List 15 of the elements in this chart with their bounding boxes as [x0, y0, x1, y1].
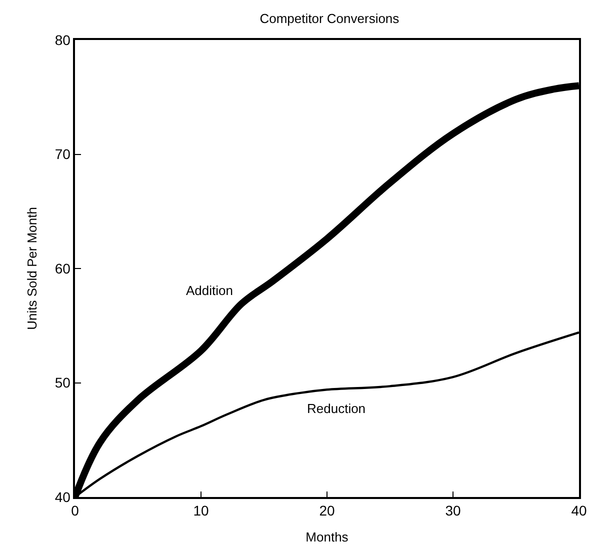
- y-tick-label: 40: [54, 488, 71, 505]
- series-label: Addition: [186, 283, 233, 298]
- y-tick-label: 50: [54, 374, 71, 391]
- chart-title: Competitor Conversions: [260, 11, 400, 26]
- y-tick-label: 70: [54, 146, 71, 162]
- series-label: Reduction: [307, 401, 366, 416]
- x-axis-title: Months: [306, 530, 349, 545]
- x-tick-label: 30: [445, 502, 461, 519]
- x-tick-label: 0: [71, 502, 80, 519]
- y-tick-label: 80: [54, 32, 71, 48]
- y-axis-title: Units Sold Per Month: [24, 207, 40, 330]
- x-tick-label: 40: [571, 502, 587, 519]
- x-tick-label: 20: [319, 502, 335, 519]
- x-tick-label: 10: [193, 502, 209, 519]
- y-tick-label: 60: [54, 260, 71, 276]
